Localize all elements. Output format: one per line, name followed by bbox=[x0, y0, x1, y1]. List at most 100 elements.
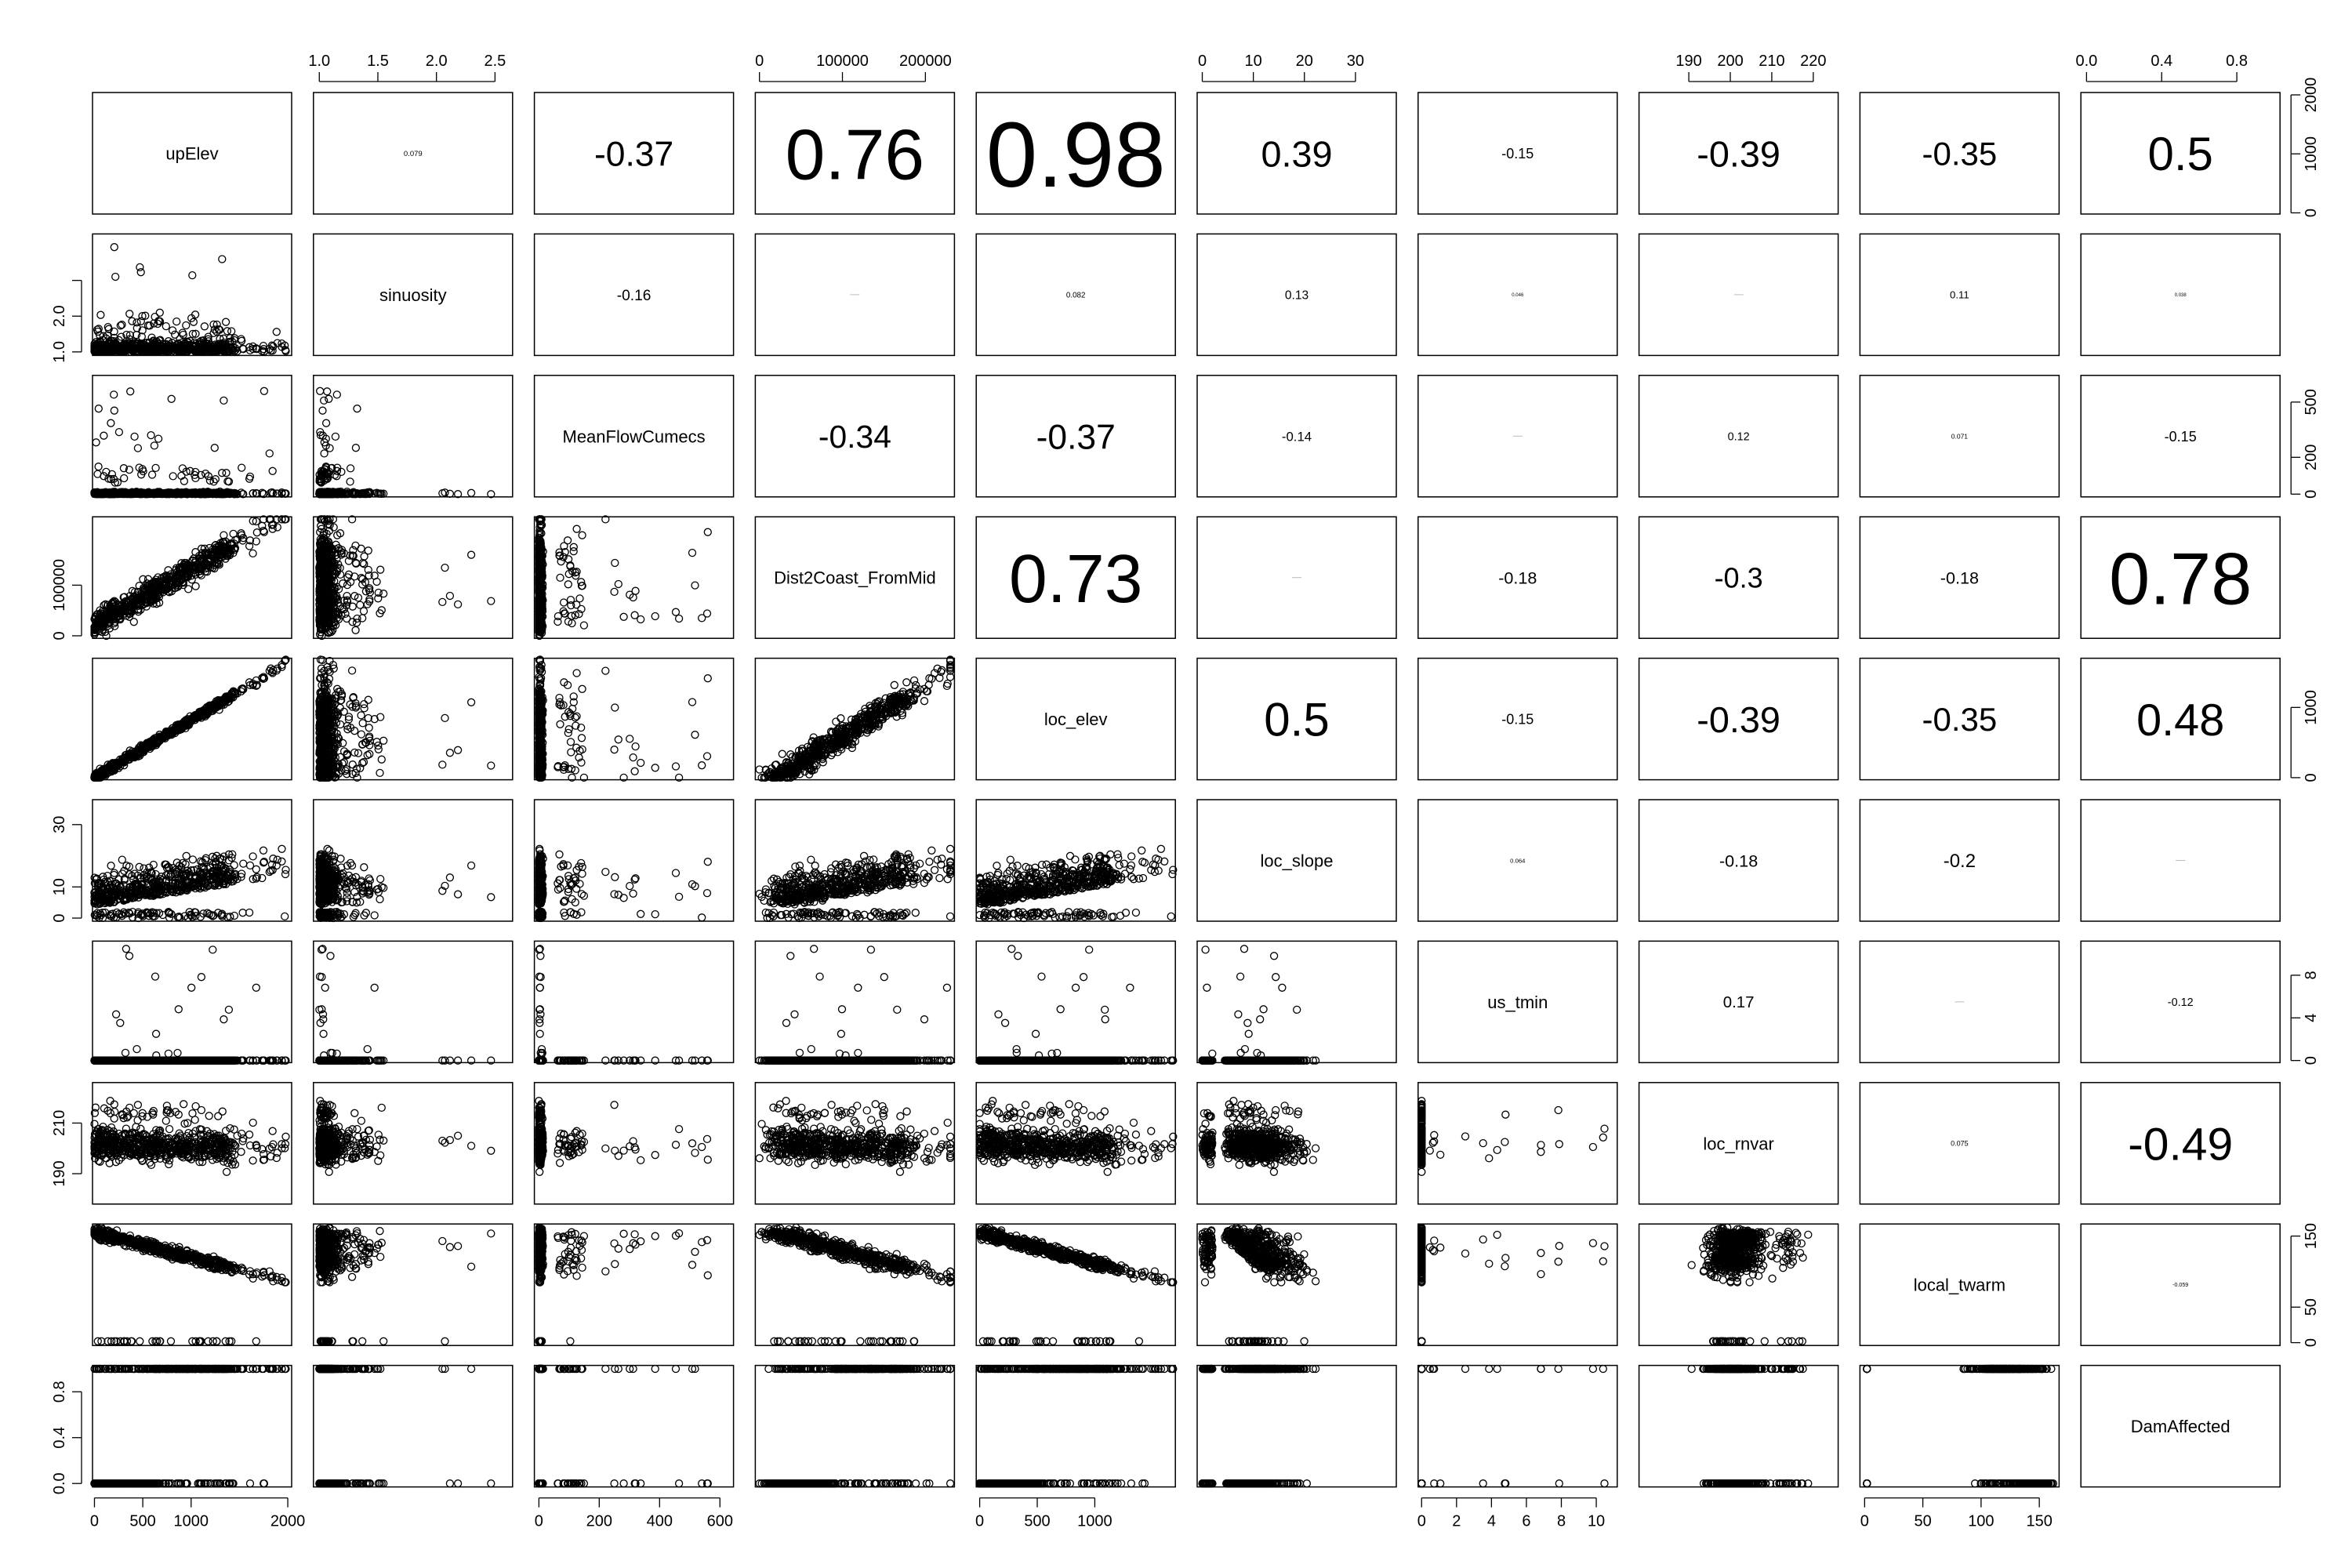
correlation-label: -0.3 bbox=[1715, 562, 1763, 594]
data-point bbox=[154, 319, 162, 328]
data-point bbox=[187, 314, 196, 323]
data-point bbox=[559, 607, 568, 615]
panel-0-8: -0.35 bbox=[1859, 92, 2060, 215]
scatter-points bbox=[90, 387, 290, 499]
data-point bbox=[167, 394, 176, 403]
data-point bbox=[155, 308, 164, 317]
data-point bbox=[346, 464, 355, 473]
data-point bbox=[110, 390, 118, 399]
data-point bbox=[188, 270, 197, 280]
correlation-label: -0.15 bbox=[2165, 429, 2197, 445]
panel-0-4: 0.98 bbox=[975, 92, 1176, 215]
panel-3-6: -0.18 bbox=[1417, 516, 1618, 639]
data-point bbox=[325, 394, 333, 403]
panel-1-7 bbox=[1638, 233, 1839, 357]
data-point bbox=[445, 591, 455, 601]
data-point bbox=[610, 587, 619, 597]
data-point bbox=[179, 330, 187, 339]
panel-2-9: -0.15 bbox=[2080, 375, 2281, 498]
panel-2-3: -0.34 bbox=[754, 375, 956, 498]
correlation-label: 0.071 bbox=[1951, 432, 1969, 440]
data-point bbox=[151, 312, 159, 321]
data-point bbox=[218, 255, 227, 263]
panel-frame bbox=[313, 375, 514, 498]
data-point bbox=[130, 432, 139, 441]
data-point bbox=[221, 318, 230, 326]
data-point bbox=[249, 549, 257, 558]
data-point bbox=[572, 524, 581, 533]
data-point bbox=[170, 330, 180, 339]
variable-label: upElev bbox=[165, 144, 218, 164]
correlation-label: -0.14 bbox=[1282, 429, 1312, 444]
data-point bbox=[441, 713, 449, 723]
panel-3-0 bbox=[90, 515, 292, 641]
data-point bbox=[145, 321, 154, 330]
data-point bbox=[172, 317, 181, 326]
panel-4-0 bbox=[90, 655, 292, 782]
panel-0-2: -0.37 bbox=[533, 92, 735, 215]
panel-0-6: -0.15 bbox=[1417, 92, 1618, 215]
data-point bbox=[141, 311, 150, 320]
scatter-points bbox=[90, 655, 290, 782]
data-point bbox=[357, 711, 365, 720]
data-point bbox=[209, 320, 218, 329]
data-point bbox=[154, 434, 163, 443]
data-point bbox=[191, 582, 200, 590]
correlation-label: -0.35 bbox=[1922, 136, 1998, 172]
panel-1-6: 0.046 bbox=[1417, 233, 1618, 357]
data-point bbox=[188, 329, 198, 339]
data-point bbox=[107, 419, 115, 427]
data-point bbox=[129, 618, 138, 626]
panel-0-5: 0.39 bbox=[1196, 92, 1397, 215]
data-point bbox=[138, 326, 147, 335]
data-point bbox=[238, 463, 246, 472]
data-point bbox=[619, 612, 628, 621]
data-point bbox=[364, 546, 372, 555]
panel-3-9: 0.78 bbox=[2080, 516, 2281, 639]
panel-1-3 bbox=[754, 233, 956, 357]
data-point bbox=[556, 573, 564, 583]
data-point bbox=[331, 432, 340, 441]
data-point bbox=[614, 579, 622, 589]
data-point bbox=[688, 548, 697, 557]
data-point bbox=[191, 329, 200, 338]
panel-frame bbox=[754, 92, 956, 215]
data-point bbox=[210, 325, 219, 334]
data-point bbox=[132, 324, 141, 332]
data-point bbox=[337, 467, 346, 477]
panel-3-5 bbox=[1196, 516, 1397, 639]
data-point bbox=[223, 327, 232, 336]
data-point bbox=[441, 563, 449, 572]
data-point bbox=[110, 406, 118, 415]
panel-frame bbox=[92, 92, 292, 215]
panel-1-5: 0.13 bbox=[1196, 233, 1397, 357]
data-point bbox=[147, 470, 157, 479]
panel-1-9: 0.038 bbox=[2080, 233, 2281, 357]
data-point bbox=[133, 444, 143, 452]
panel-2-5: -0.14 bbox=[1196, 375, 1397, 498]
data-point bbox=[94, 463, 103, 471]
data-point bbox=[92, 438, 100, 447]
data-point bbox=[353, 405, 361, 413]
correlation-label: 0.98 bbox=[986, 103, 1166, 206]
data-point bbox=[102, 467, 111, 477]
data-point bbox=[238, 344, 247, 353]
data-point bbox=[122, 330, 131, 339]
correlation-label: -0.37 bbox=[594, 135, 673, 173]
panel-3-7: -0.3 bbox=[1638, 516, 1839, 639]
data-point bbox=[351, 444, 361, 452]
data-point bbox=[222, 469, 230, 477]
correlation-label: -0.18 bbox=[1940, 568, 1979, 587]
data-point bbox=[671, 608, 681, 616]
data-point bbox=[564, 580, 572, 589]
panel-1-8: 0.11 bbox=[1859, 233, 2060, 357]
data-point bbox=[438, 597, 447, 607]
panel-frame bbox=[533, 516, 735, 639]
data-point bbox=[579, 621, 589, 630]
data-point bbox=[347, 666, 357, 675]
data-point bbox=[359, 607, 368, 615]
data-point bbox=[466, 550, 476, 559]
data-point bbox=[346, 477, 354, 486]
data-point bbox=[376, 565, 385, 574]
